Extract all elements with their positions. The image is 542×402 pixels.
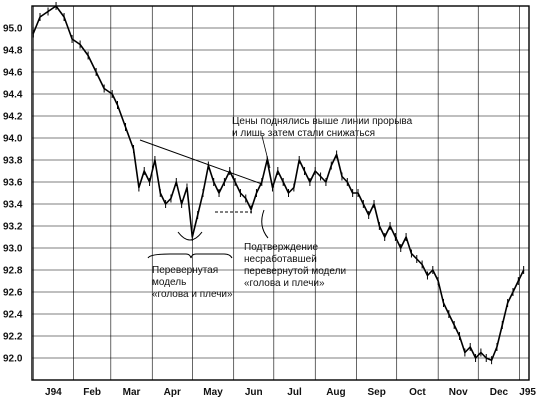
- y-tick-label: 92.6: [3, 288, 23, 299]
- annotation-inverted-hs-line2: модель: [152, 277, 186, 288]
- x-tick-label: Apr: [164, 387, 181, 398]
- y-axis-tick-labels: 92.0 92.2 92.4 92.6 92.8 93.0 93.2 93.4 93.6 93.8…: [3, 24, 23, 365]
- price-line: [32, 5, 525, 362]
- x-tick-label: Mar: [123, 387, 141, 398]
- y-tick-label: 95.0: [3, 24, 23, 35]
- y-tick-label: 92.4: [3, 310, 23, 321]
- y-tick-label: 93.2: [3, 222, 23, 233]
- x-axis-tick-labels: J94 Feb Mar Apr May Jun Jul Aug Sep Oct Nov Dec J95: [45, 387, 536, 398]
- x-tick-label: Jun: [245, 387, 263, 398]
- y-tick-label: 92.0: [3, 354, 23, 365]
- x-tick-label: May: [203, 387, 223, 398]
- pattern-brace: [147, 253, 233, 259]
- plot-frame: [31, 5, 530, 381]
- y-tick-label: 94.2: [3, 112, 23, 123]
- x-tick-label: Sep: [368, 387, 386, 398]
- neckline: [139, 139, 263, 185]
- annotation-breakout-line1: Цены поднялись выше линии прорыва: [232, 116, 413, 127]
- y-tick-label: 94.4: [3, 90, 23, 101]
- y-tick-label: 94.6: [3, 68, 23, 79]
- annotation-confirm-line4: «голова и плечи»: [244, 278, 325, 289]
- y-tick-label: 94.0: [3, 134, 23, 145]
- annotation-confirm-line1: Подтверждение: [244, 242, 318, 253]
- x-tick-label: Nov: [449, 387, 468, 398]
- x-tick-label: J94: [45, 387, 62, 398]
- x-tick-label: J95: [519, 387, 536, 398]
- head-bracket: [177, 231, 203, 241]
- annotation-texts: Цены поднялись выше линии прорыва и лишь…: [152, 116, 413, 300]
- y-tick-label: 93.6: [3, 178, 23, 189]
- y-tick-label: 94.8: [3, 46, 23, 57]
- confirmation-bracket: [261, 209, 269, 239]
- annotation-breakout-line2: и лишь затем стали снижаться: [232, 128, 375, 139]
- x-tick-label: Dec: [490, 387, 509, 398]
- y-tick-label: 92.2: [3, 332, 23, 343]
- y-tick-label: 93.0: [3, 244, 23, 255]
- price-series: [32, 2, 525, 365]
- annotation-inverted-hs-line1: Перевернутая: [152, 265, 218, 276]
- annotation-confirm-line3: перевернутой модели: [244, 266, 346, 277]
- annotation-confirm-line2: несработавшей: [244, 253, 317, 265]
- annotation-inverted-hs-line3: «голова и плечи»: [152, 289, 233, 300]
- x-tick-label: Jul: [287, 387, 302, 398]
- x-tick-label: Feb: [83, 387, 101, 398]
- y-tick-label: 93.8: [3, 156, 23, 167]
- x-tick-label: Aug: [326, 387, 345, 398]
- annotation-marks: [139, 135, 271, 259]
- y-tick-label: 92.8: [3, 266, 23, 277]
- y-tick-label: 93.4: [3, 200, 23, 211]
- annotation-pointer-line: [261, 135, 271, 169]
- x-tick-label: Oct: [409, 387, 426, 398]
